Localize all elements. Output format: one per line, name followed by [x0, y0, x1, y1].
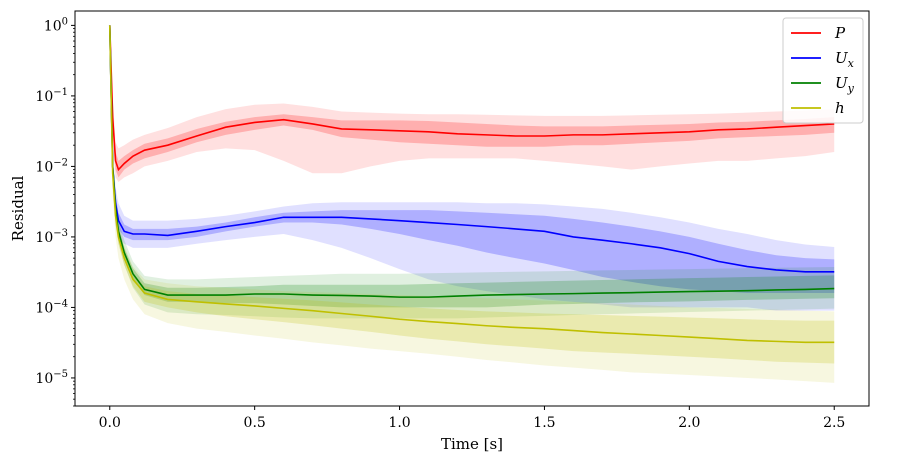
y-tick-label: 10−1 — [35, 87, 68, 105]
x-tick-label: 1.5 — [533, 415, 555, 431]
legend-label-ux: Ux — [835, 49, 855, 70]
series-line-h — [108, 25, 835, 344]
band-minmax-ux — [109, 25, 835, 311]
x-tick-label: 0.5 — [244, 415, 266, 431]
y-tick-label: 10−4 — [35, 298, 68, 316]
y-tick-label: 10−3 — [35, 228, 68, 246]
x-tick-label: 2.5 — [823, 415, 845, 431]
series-line-p — [108, 25, 835, 172]
y-axis-title: Residual — [9, 175, 27, 241]
band-iqr-ux — [109, 25, 835, 294]
y-tick-label: 10−2 — [35, 157, 68, 175]
plot-frame — [74, 10, 870, 407]
x-axis-title: Time [s] — [441, 435, 503, 453]
legend-label-uy: Uy — [835, 74, 855, 95]
y-tick-label: 10−5 — [35, 369, 68, 387]
legend-box — [782, 17, 864, 124]
legend-label-p: P — [834, 24, 846, 42]
series-line-ux — [108, 25, 835, 273]
median-lines — [108, 25, 835, 344]
band-iqr-uy — [109, 25, 835, 308]
y-axis: 10−5 10−4 10−3 10−2 10−1 100 — [35, 16, 75, 407]
legend-label-h: h — [835, 99, 845, 117]
x-tick-label: 0.0 — [99, 415, 121, 431]
x-tick-label: 1.0 — [388, 415, 410, 431]
band-iqr-p — [109, 25, 835, 178]
x-axis: 0.0 0.5 1.0 1.5 2.0 2.5 — [99, 406, 845, 431]
band-iqr-h — [109, 25, 835, 364]
band-minmax-p — [109, 25, 835, 183]
band-minmax-uy — [109, 25, 835, 319]
legend: P Ux Uy h — [782, 17, 864, 124]
x-tick-label: 2.0 — [678, 415, 700, 431]
variability-bands — [109, 25, 835, 383]
y-tick-label: 100 — [44, 16, 68, 34]
series-line-uy — [108, 25, 835, 298]
